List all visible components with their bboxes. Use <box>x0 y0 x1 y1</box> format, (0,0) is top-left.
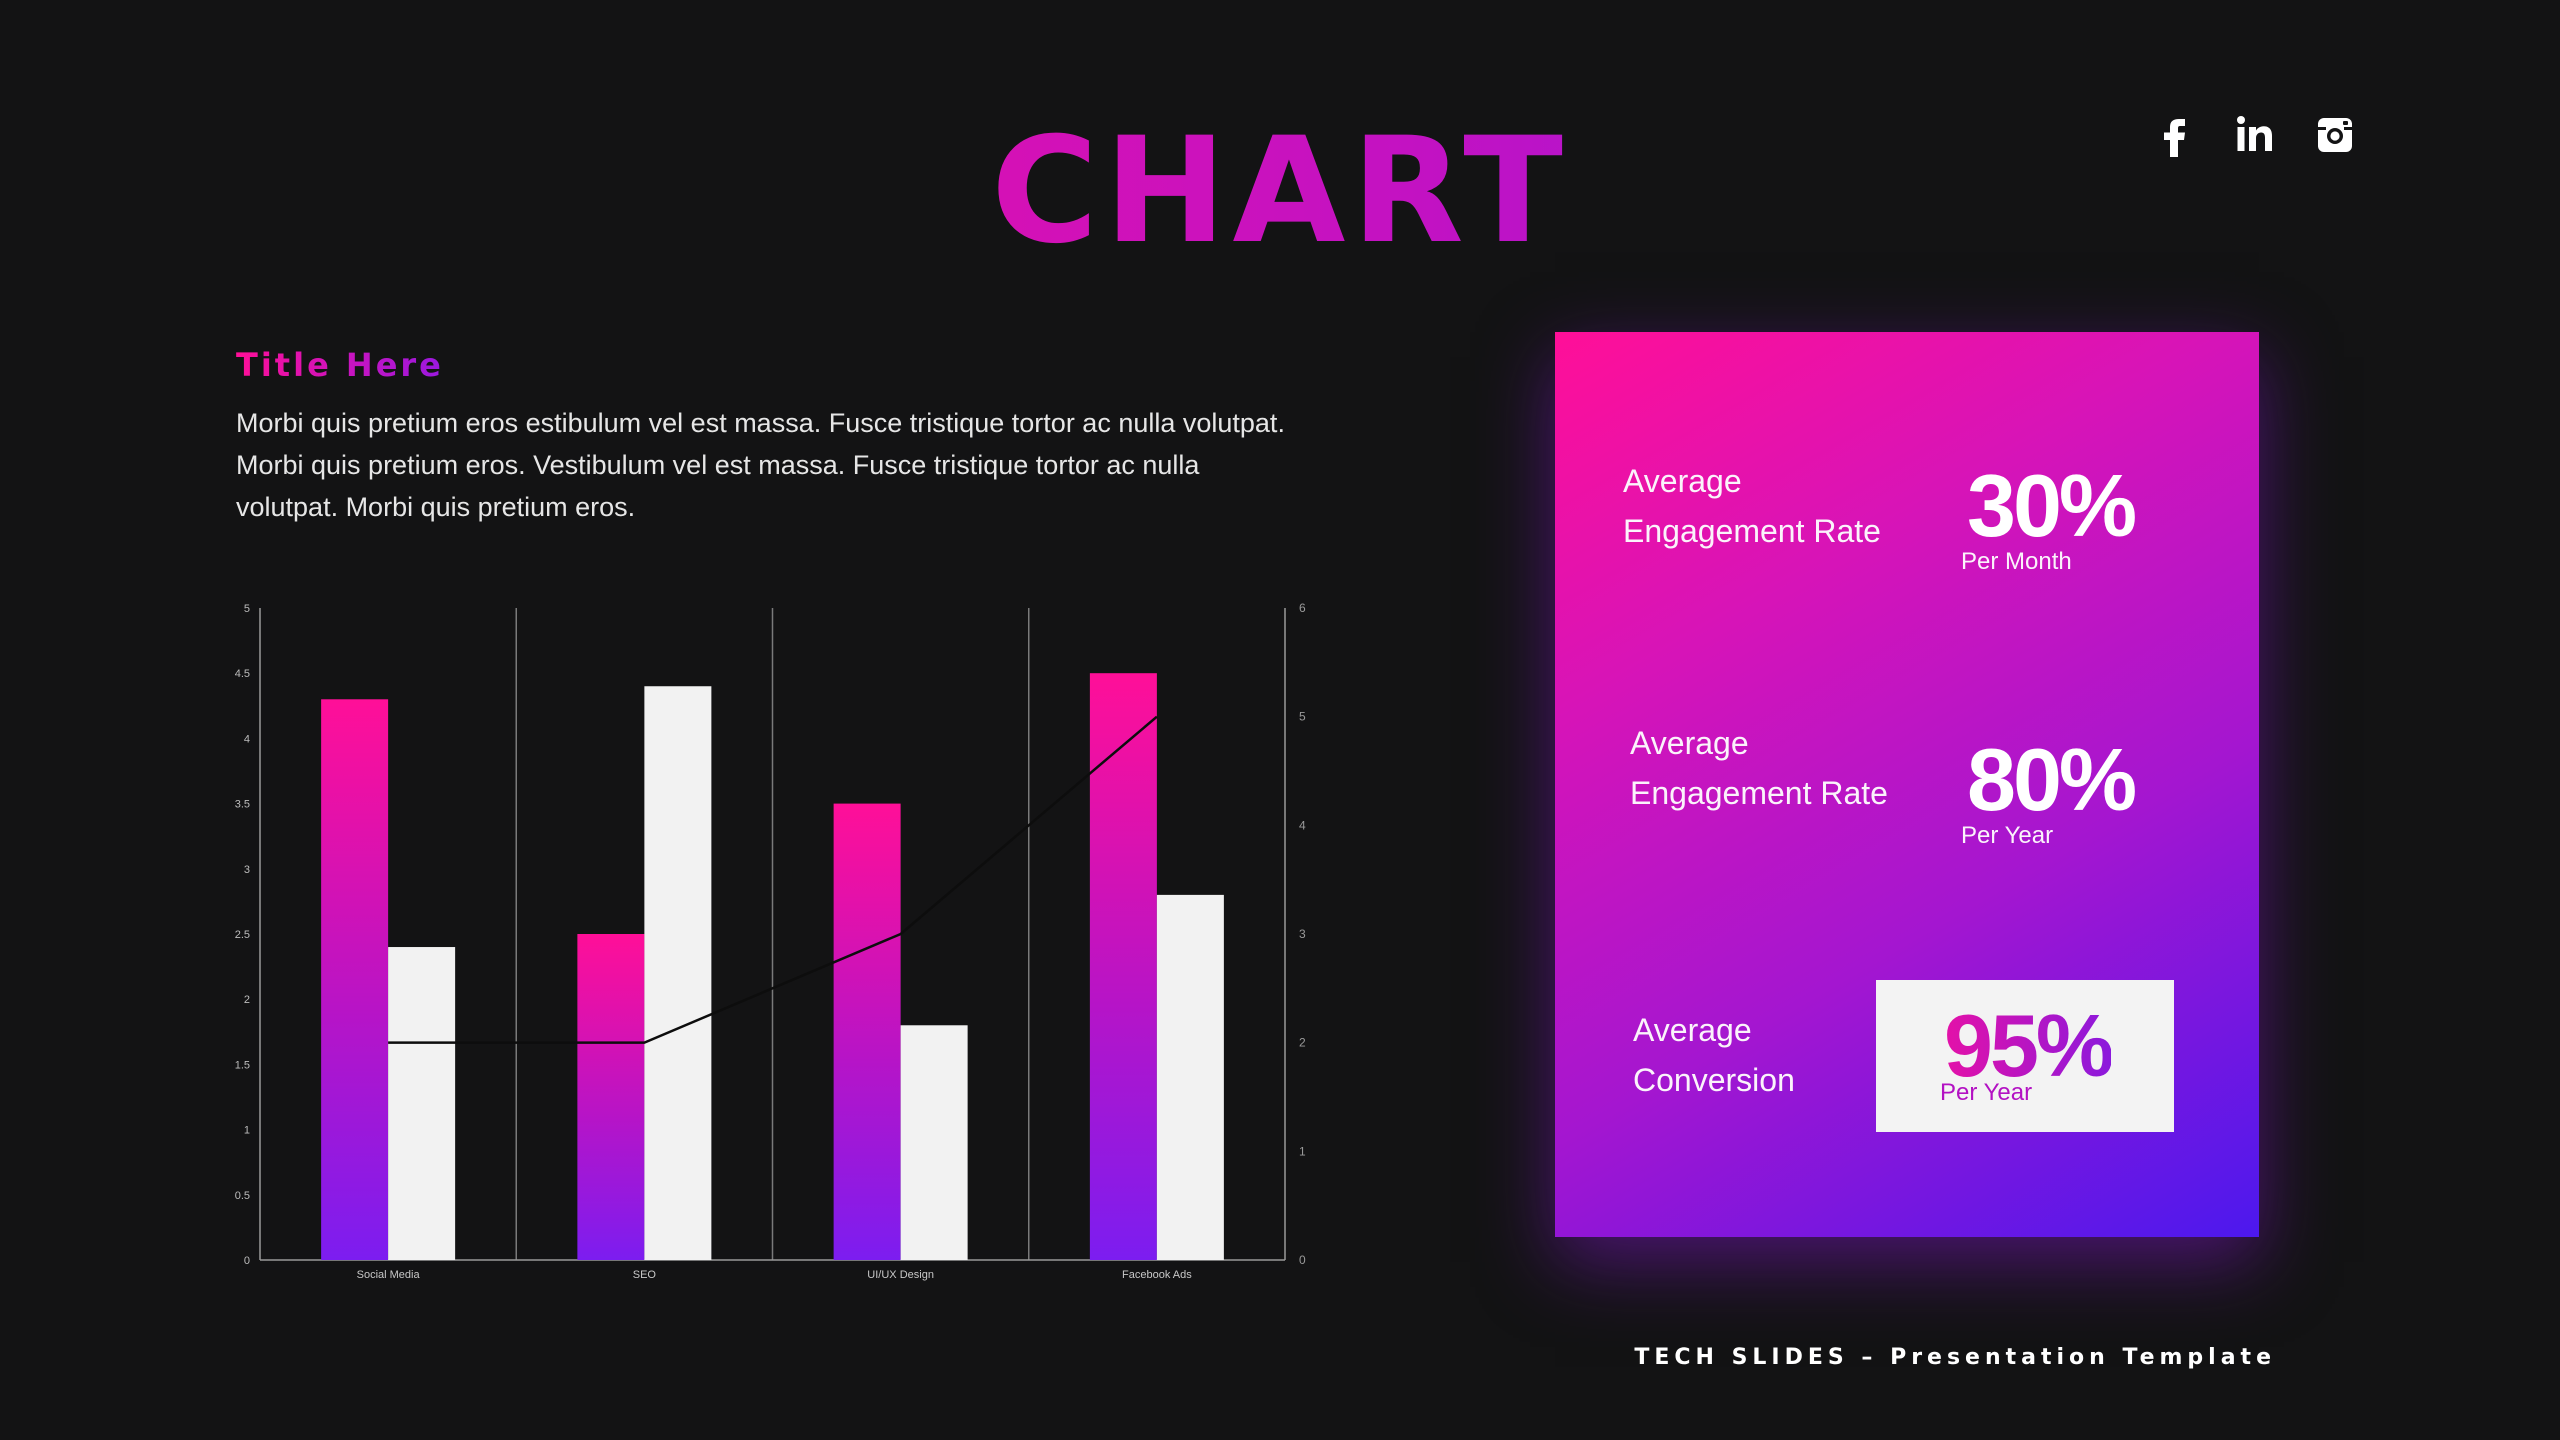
stat-label-line2: Engagement Rate <box>1623 513 1881 549</box>
facebook-icon[interactable] <box>2150 110 2200 160</box>
section-body-text: Morbi quis pretium eros estibulum vel es… <box>236 408 1285 522</box>
stat-sublabel: Per Year <box>1940 1079 2033 1106</box>
stat-label-line2: Engagement Rate <box>1630 775 1888 811</box>
x-tick-label: Social Media <box>357 1269 421 1281</box>
stat-sublabel: Per Year <box>1961 822 2054 849</box>
stat-label-line1: Average <box>1623 463 1742 499</box>
stats-panel: Average Engagement Rate 30% Per Month Av… <box>1555 332 2259 1237</box>
y2-tick-label: 2 <box>1299 1036 1306 1050</box>
bar <box>900 1025 968 1260</box>
bar <box>321 699 389 1260</box>
y2-tick-label: 5 <box>1299 710 1306 724</box>
stat-sublabel: Per Month <box>1961 548 2072 575</box>
y-tick-label: 2.5 <box>235 929 250 941</box>
y2-tick-label: 0 <box>1299 1253 1306 1267</box>
section-title: Title Here <box>236 346 444 384</box>
bar <box>644 686 712 1260</box>
bar <box>388 947 456 1260</box>
stat-label-line1: Average <box>1633 1012 1752 1048</box>
y-tick-label: 4 <box>244 733 250 745</box>
y-tick-label: 1.5 <box>235 1059 250 1071</box>
instagram-icon[interactable] <box>2310 110 2360 160</box>
y-tick-label: 1 <box>244 1125 250 1137</box>
page-title: CHART <box>0 118 2560 264</box>
stat-label-line1: Average <box>1630 725 1749 761</box>
bar <box>1089 673 1157 1260</box>
series-line <box>388 715 1158 1044</box>
y2-tick-label: 4 <box>1299 818 1306 832</box>
x-tick-label: Facebook Ads <box>1122 1269 1192 1281</box>
y2-tick-label: 1 <box>1299 1144 1306 1158</box>
stat-value: 80% <box>1967 730 2137 829</box>
stat-value: 30% <box>1967 456 2137 555</box>
bar <box>577 934 645 1260</box>
y-tick-label: 3.5 <box>235 799 250 811</box>
x-tick-label: UI/UX Design <box>867 1269 934 1281</box>
y2-tick-label: 6 <box>1299 601 1306 615</box>
bar-line-chart: 0 0.5 1 1.5 2 2.5 3 3.5 4 4.5 5 0 1 2 3 4 5 6 Social Media… <box>235 601 1306 1281</box>
y-tick-label: 5 <box>244 603 250 615</box>
x-tick-label: SEO <box>633 1269 657 1281</box>
highlight-stat-box: 95% Per Year <box>1876 980 2174 1132</box>
footer-text: TECH SLIDES – Presentation Template <box>1634 1345 2276 1370</box>
bar <box>1156 894 1224 1260</box>
y-tick-label: 3 <box>244 864 250 876</box>
y-tick-label: 0.5 <box>235 1190 250 1202</box>
y-tick-label: 0 <box>244 1255 250 1267</box>
linkedin-icon[interactable] <box>2230 110 2280 160</box>
y-tick-label: 4.5 <box>235 668 250 680</box>
social-links <box>2150 110 2360 160</box>
stat-value: 95% <box>1944 996 2114 1095</box>
bar <box>833 803 901 1260</box>
y-tick-label: 2 <box>244 994 250 1006</box>
y2-tick-label: 3 <box>1299 927 1306 941</box>
stat-label-line2: Conversion <box>1633 1062 1795 1098</box>
